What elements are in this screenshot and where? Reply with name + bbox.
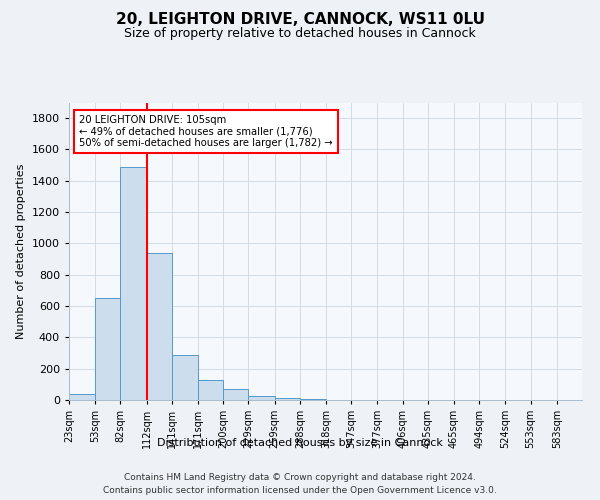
Bar bbox=[172, 354, 198, 400]
Text: Contains HM Land Registry data © Crown copyright and database right 2024.: Contains HM Land Registry data © Crown c… bbox=[124, 472, 476, 482]
Y-axis label: Number of detached properties: Number of detached properties bbox=[16, 164, 26, 339]
Bar bbox=[248, 396, 275, 400]
Bar bbox=[198, 380, 223, 400]
Text: 20 LEIGHTON DRIVE: 105sqm
← 49% of detached houses are smaller (1,776)
50% of se: 20 LEIGHTON DRIVE: 105sqm ← 49% of detac… bbox=[79, 115, 333, 148]
Bar bbox=[69, 394, 95, 400]
Bar bbox=[275, 398, 300, 400]
Text: 20, LEIGHTON DRIVE, CANNOCK, WS11 0LU: 20, LEIGHTON DRIVE, CANNOCK, WS11 0LU bbox=[115, 12, 485, 28]
Text: Size of property relative to detached houses in Cannock: Size of property relative to detached ho… bbox=[124, 28, 476, 40]
Bar bbox=[223, 389, 248, 400]
Bar bbox=[300, 399, 326, 400]
Bar bbox=[95, 298, 121, 400]
Bar bbox=[146, 253, 172, 400]
Text: Contains public sector information licensed under the Open Government Licence v3: Contains public sector information licen… bbox=[103, 486, 497, 495]
Bar bbox=[121, 166, 146, 400]
Text: Distribution of detached houses by size in Cannock: Distribution of detached houses by size … bbox=[157, 438, 443, 448]
